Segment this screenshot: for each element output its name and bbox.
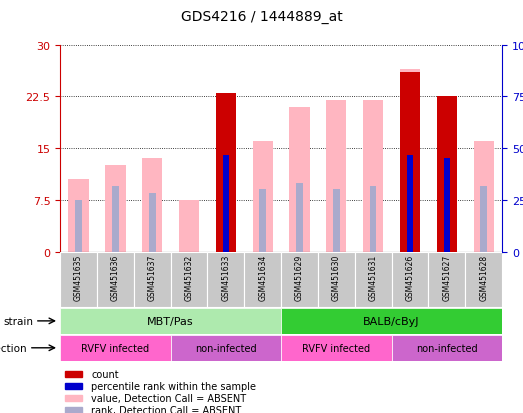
Bar: [281, 335, 392, 361]
Text: GSM451636: GSM451636: [111, 254, 120, 300]
Text: rank, Detection Call = ABSENT: rank, Detection Call = ABSENT: [91, 405, 241, 413]
Text: infection: infection: [0, 343, 27, 353]
Bar: [60, 335, 170, 361]
Bar: [170, 335, 281, 361]
Text: GSM451627: GSM451627: [442, 254, 451, 300]
Bar: [105, 166, 126, 252]
Bar: [392, 252, 428, 308]
Bar: [60, 308, 281, 334]
Bar: [326, 100, 346, 252]
Bar: [473, 142, 494, 252]
Bar: [216, 97, 236, 252]
Bar: [318, 252, 355, 308]
Bar: [444, 159, 450, 252]
Text: non-infected: non-infected: [416, 343, 477, 353]
Text: GSM451633: GSM451633: [221, 254, 230, 300]
Bar: [400, 73, 420, 252]
Bar: [480, 187, 487, 252]
Text: GSM451631: GSM451631: [369, 254, 378, 300]
Text: RVFV infected: RVFV infected: [302, 343, 370, 353]
Text: non-infected: non-infected: [195, 343, 257, 353]
Text: GSM451626: GSM451626: [405, 254, 415, 300]
Bar: [370, 187, 377, 252]
Bar: [75, 200, 82, 252]
Text: percentile rank within the sample: percentile rank within the sample: [91, 381, 256, 391]
Text: BALB/cByJ: BALB/cByJ: [363, 316, 420, 326]
Text: strain: strain: [3, 316, 33, 326]
Bar: [223, 156, 229, 252]
Bar: [69, 180, 89, 252]
Bar: [400, 69, 420, 252]
Bar: [281, 252, 318, 308]
Bar: [179, 200, 199, 252]
Bar: [333, 190, 339, 252]
Text: GSM451628: GSM451628: [479, 254, 488, 300]
Text: count: count: [91, 370, 119, 380]
Bar: [428, 252, 465, 308]
Bar: [437, 97, 457, 252]
Bar: [64, 371, 82, 377]
Bar: [465, 252, 502, 308]
Bar: [60, 252, 97, 308]
Bar: [244, 252, 281, 308]
Bar: [437, 97, 457, 252]
Text: MBT/Pas: MBT/Pas: [147, 316, 194, 326]
Bar: [259, 190, 266, 252]
Bar: [216, 94, 236, 252]
Bar: [281, 308, 502, 334]
Bar: [407, 156, 413, 252]
Bar: [97, 252, 134, 308]
Bar: [363, 100, 383, 252]
Bar: [296, 183, 303, 252]
Bar: [392, 335, 502, 361]
Text: GDS4216 / 1444889_at: GDS4216 / 1444889_at: [180, 10, 343, 24]
Text: GSM451632: GSM451632: [185, 254, 194, 300]
Text: GSM451637: GSM451637: [147, 254, 157, 300]
Bar: [355, 252, 392, 308]
Bar: [289, 107, 310, 252]
Text: GSM451630: GSM451630: [332, 254, 341, 300]
Bar: [64, 407, 82, 413]
Bar: [142, 159, 162, 252]
Text: value, Detection Call = ABSENT: value, Detection Call = ABSENT: [91, 393, 246, 403]
Bar: [64, 395, 82, 401]
Bar: [134, 252, 170, 308]
Bar: [170, 252, 208, 308]
Bar: [64, 383, 82, 389]
Text: GSM451634: GSM451634: [258, 254, 267, 300]
Bar: [208, 252, 244, 308]
Text: RVFV infected: RVFV infected: [81, 343, 150, 353]
Bar: [112, 187, 119, 252]
Bar: [253, 142, 273, 252]
Text: GSM451635: GSM451635: [74, 254, 83, 300]
Text: GSM451629: GSM451629: [295, 254, 304, 300]
Bar: [149, 193, 155, 252]
